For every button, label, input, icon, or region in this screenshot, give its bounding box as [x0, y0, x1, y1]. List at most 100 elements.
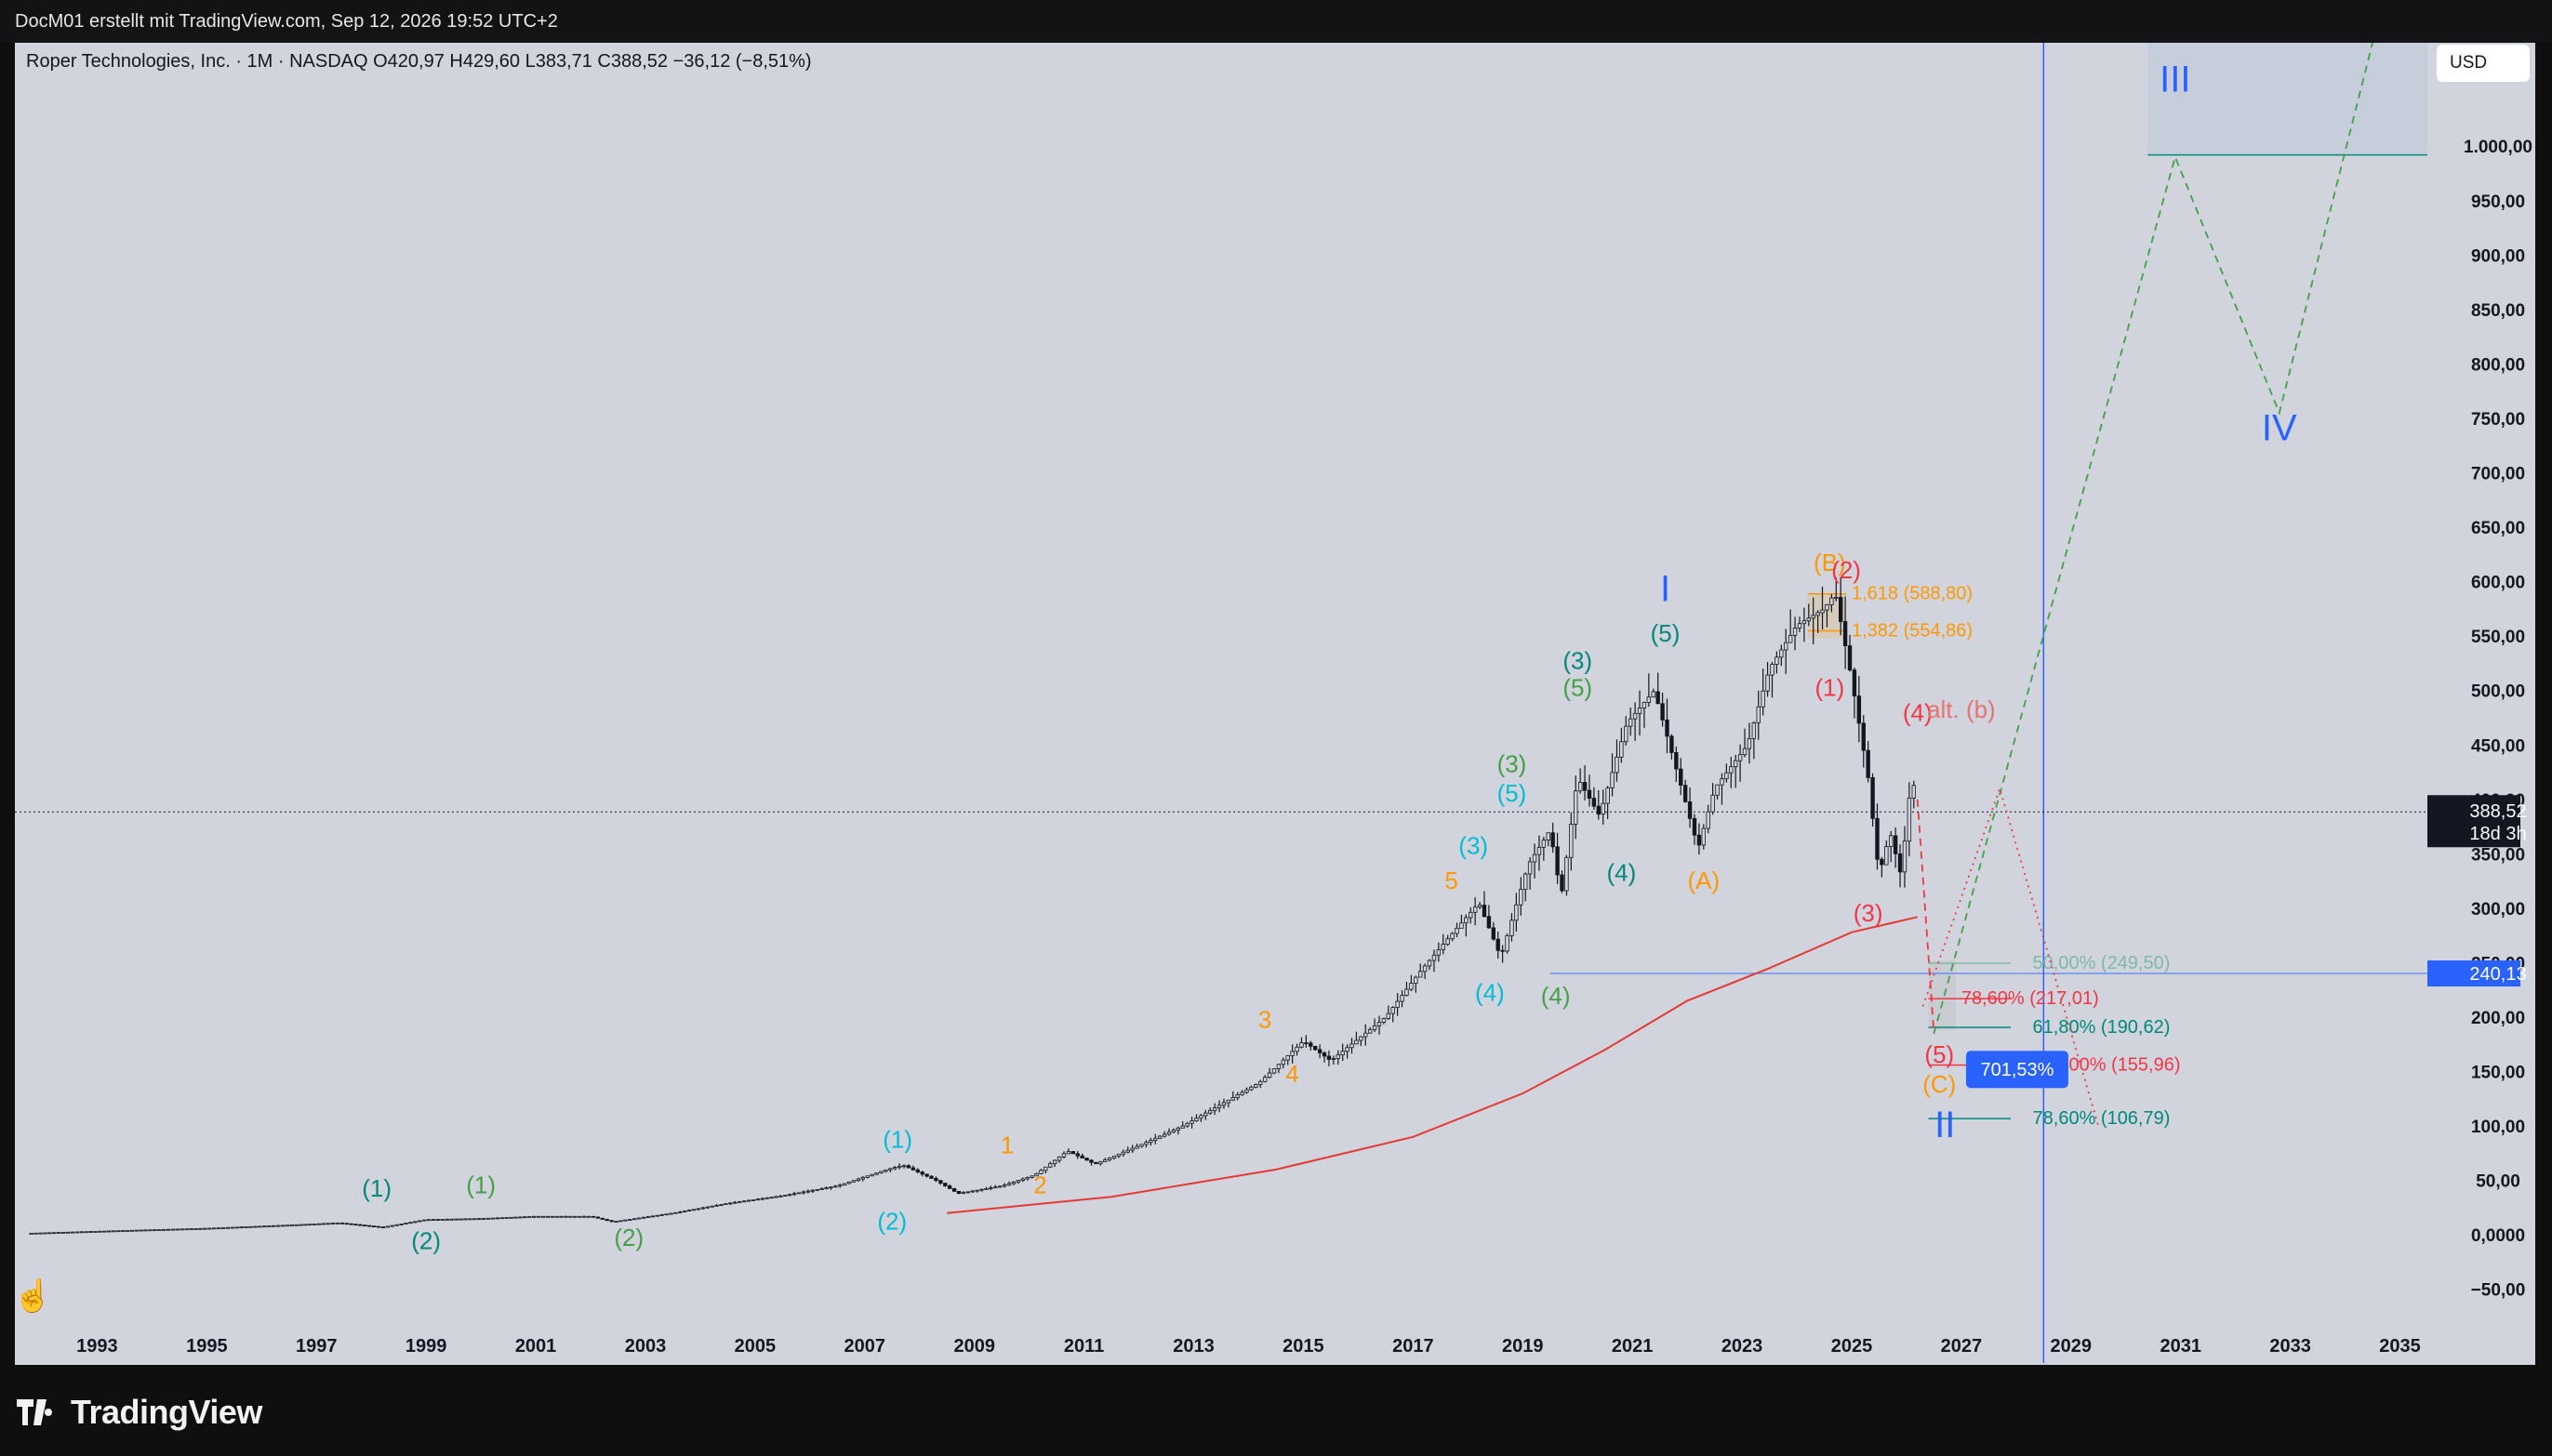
candle-body: [1610, 772, 1615, 788]
candle-body: [751, 1198, 756, 1201]
candle-body: [1632, 712, 1638, 720]
candle-body: [833, 1185, 838, 1188]
candle-body: [33, 1232, 38, 1235]
candle-body: [1564, 856, 1569, 892]
candle-body: [102, 1230, 107, 1233]
candle-body: [1039, 1170, 1043, 1174]
candle-body: [910, 1167, 916, 1171]
y-tick-label: 50,00: [2476, 1172, 2520, 1192]
candle-body: [1655, 691, 1660, 705]
candle-body: [796, 1192, 802, 1195]
wave-label: (3): [1854, 899, 1883, 927]
candle-body: [184, 1228, 189, 1231]
candle-body: [1162, 1133, 1167, 1137]
candle-body: [1852, 669, 1857, 696]
candle-body: [1706, 811, 1710, 829]
candle-body: [1701, 827, 1706, 846]
candle-body: [1020, 1178, 1025, 1182]
candle-body: [1326, 1055, 1332, 1060]
candle-body: [791, 1193, 797, 1196]
candle-body: [70, 1231, 75, 1234]
candle-body: [258, 1225, 262, 1228]
candle-body: [1130, 1147, 1135, 1151]
candle-body: [1486, 916, 1492, 929]
candle-body: [170, 1228, 176, 1231]
currency-selector[interactable]: USD: [2437, 45, 2530, 82]
wave-label: (1): [362, 1174, 392, 1202]
brand-name: TradingView: [71, 1393, 262, 1431]
candle-body: [906, 1165, 911, 1169]
candle-body: [1135, 1145, 1139, 1149]
wave-label: (5): [1562, 674, 1592, 702]
candle-body: [700, 1207, 706, 1210]
candle-body: [371, 1225, 377, 1228]
x-tick-label: 2023: [1721, 1336, 1763, 1357]
candle-body: [1418, 971, 1423, 978]
candle-body: [1431, 954, 1437, 961]
candle-body: [1221, 1102, 1227, 1106]
x-tick-label: 2005: [735, 1336, 777, 1357]
candle-body: [888, 1168, 893, 1171]
candle-body: [1815, 612, 1820, 616]
candle-body: [266, 1225, 272, 1227]
candle-body: [1267, 1072, 1272, 1079]
candle-body: [1075, 1153, 1080, 1157]
x-tick-label: 2001: [515, 1336, 557, 1357]
candle-body: [1596, 805, 1602, 815]
candle-body: [1587, 789, 1592, 799]
candle-body: [554, 1215, 559, 1218]
candle-body: [1519, 889, 1523, 906]
x-tick-label: 2027: [1941, 1336, 1983, 1357]
y-tick-label: 700,00: [2471, 465, 2525, 484]
candle-body: [1098, 1161, 1103, 1165]
candle-body: [385, 1225, 391, 1228]
candle-body: [1450, 933, 1455, 940]
y-tick-label: 600,00: [2471, 574, 2525, 593]
fib-label: 61,80% (190,62): [2033, 1017, 2171, 1038]
candle-body: [129, 1229, 134, 1232]
candle-body: [1386, 1013, 1391, 1019]
candle-body: [1801, 620, 1807, 625]
candle-body: [358, 1224, 363, 1226]
candle-body: [1532, 854, 1537, 863]
candle-body: [728, 1202, 733, 1205]
candle-body: [1345, 1047, 1349, 1052]
candle-body: [468, 1218, 472, 1221]
candle-body: [1249, 1086, 1254, 1091]
candle-body: [540, 1215, 546, 1218]
candle-body: [920, 1171, 924, 1175]
wave-label: III: [2160, 60, 2190, 100]
candle-body: [934, 1177, 938, 1182]
price-chart[interactable]: 1.000,00 950,00 900,00 850,00 800,00 750,00 70…: [15, 43, 2535, 1365]
candle-body: [884, 1169, 888, 1172]
candle-body: [1052, 1159, 1057, 1165]
candle-body: [1792, 628, 1798, 636]
candle-body: [408, 1222, 413, 1224]
support-price-box: [2427, 960, 2520, 987]
y-tick-label: 800,00: [2471, 355, 2525, 375]
candle-body: [1016, 1180, 1021, 1183]
candle-body: [1751, 721, 1757, 739]
wave-label: (4): [1475, 978, 1505, 1006]
candle-body: [874, 1172, 879, 1175]
candle-body: [545, 1215, 551, 1218]
candle-body: [819, 1188, 824, 1190]
candle-body: [1742, 748, 1748, 756]
candle-body: [1555, 846, 1560, 876]
candle-body: [440, 1219, 445, 1221]
candle-body: [559, 1215, 564, 1218]
candle-body: [1254, 1084, 1258, 1088]
candle-body: [380, 1226, 386, 1228]
support-price-label: 240,13: [2469, 964, 2526, 985]
candle-body: [1422, 965, 1428, 973]
candle-body: [234, 1226, 239, 1229]
candle-body: [1445, 938, 1450, 945]
candle-body: [426, 1219, 432, 1222]
candle-body: [645, 1216, 651, 1218]
candle-body: [139, 1229, 143, 1232]
candle-body: [993, 1186, 998, 1189]
candle-body: [111, 1230, 116, 1233]
candle-body: [1376, 1022, 1382, 1026]
y-tick-label: 150,00: [2471, 1064, 2525, 1083]
candle-body: [189, 1228, 193, 1230]
